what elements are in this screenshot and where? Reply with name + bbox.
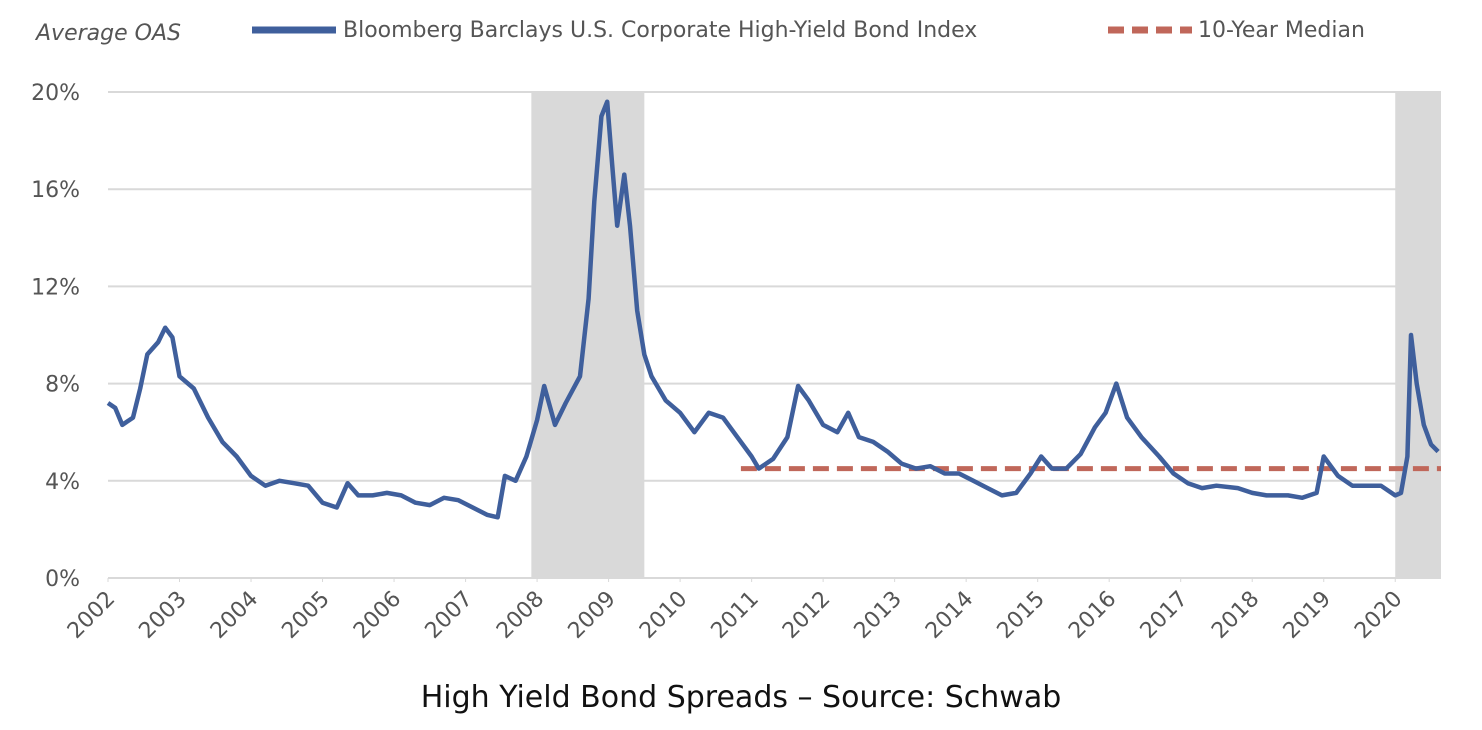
- y-tick-label: 16%: [31, 178, 80, 203]
- legend-label: Bloomberg Barclays U.S. Corporate High-Y…: [343, 18, 977, 43]
- legend-label: 10-Year Median: [1198, 18, 1365, 43]
- x-tick-label: 2004: [206, 587, 263, 644]
- y-tick-label: 12%: [31, 275, 80, 300]
- x-tick-label: 2007: [421, 587, 478, 644]
- x-tick-label: 2002: [63, 587, 120, 644]
- x-tick-label: 2008: [492, 587, 549, 644]
- x-tick-label: 2014: [921, 587, 978, 644]
- x-tick-label: 2006: [349, 587, 406, 644]
- x-tick-label: 2015: [993, 587, 1050, 644]
- recession-shade: [531, 92, 645, 578]
- page: {"chart_data": {"type": "line", "ylabel"…: [31, 18, 1441, 715]
- x-tick-label: 2013: [850, 587, 907, 644]
- x-tick-label: 2019: [1279, 587, 1336, 644]
- x-tick-label: 2009: [564, 587, 621, 644]
- y-axis-label: Average OAS: [34, 21, 181, 46]
- x-tick-label: 2011: [707, 587, 764, 644]
- y-tick-label: 0%: [45, 567, 80, 592]
- x-tick-label: 2017: [1136, 587, 1193, 644]
- x-tick-label: 2016: [1064, 587, 1121, 644]
- x-tick-label: 2003: [134, 587, 191, 644]
- caption: High Yield Bond Spreads – Source: Schwab: [420, 680, 1062, 715]
- y-tick-label: 20%: [31, 81, 80, 106]
- x-tick-label: 2010: [635, 587, 692, 644]
- recession-shade: [1395, 92, 1441, 578]
- y-tick-label: 8%: [45, 373, 80, 398]
- x-tick-label: 2018: [1207, 587, 1264, 644]
- x-tick-label: 2012: [778, 587, 835, 644]
- x-tick-label: 2020: [1350, 587, 1407, 644]
- series-line: [106, 99, 1440, 520]
- x-tick-label: 2005: [278, 587, 335, 644]
- y-tick-label: 4%: [45, 470, 80, 495]
- chart: Average OAS Bloomberg Barclays U.S. Corp…: [31, 18, 1441, 644]
